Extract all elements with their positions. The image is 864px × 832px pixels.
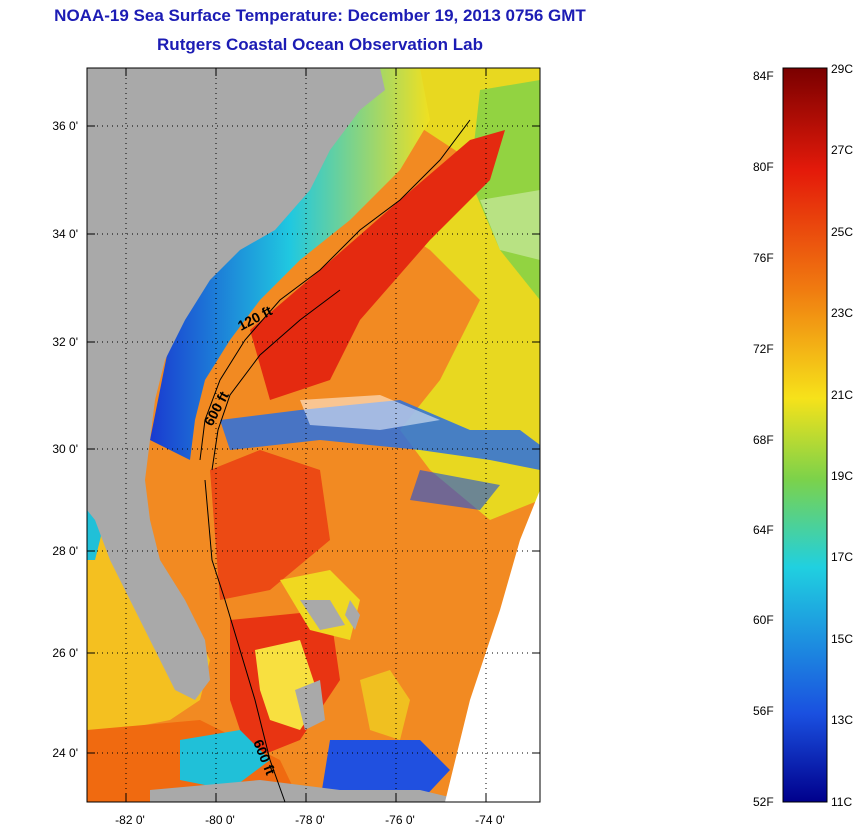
colorbar-c-label: 23C (831, 306, 854, 320)
colorbar-f-label: 76F (753, 251, 774, 265)
lat-label: 30 0' (52, 442, 78, 456)
lat-label: 26 0' (52, 646, 78, 660)
lat-label: 28 0' (52, 544, 78, 558)
colorbar-f-label: 56F (753, 704, 774, 718)
colorbar-c-label: 27C (831, 143, 854, 157)
colorbar-c-label: 17C (831, 550, 854, 564)
lat-label: 24 0' (52, 746, 78, 760)
lon-label: -74 0' (475, 813, 505, 827)
map-subtitle: Rutgers Coastal Ocean Observation Lab (157, 35, 483, 54)
colorbar-f-label: 80F (753, 160, 774, 174)
colorbar-c-label: 29C (831, 62, 854, 76)
sst-image (87, 68, 540, 802)
colorbar-f-label: 52F (753, 795, 774, 809)
colorbar (782, 67, 828, 803)
colorbar-c-label: 15C (831, 632, 854, 646)
colorbar-f-label: 72F (753, 342, 774, 356)
lat-label: 32 0' (52, 335, 78, 349)
colorbar-c-label: 21C (831, 388, 854, 402)
lon-label: -76 0' (385, 813, 415, 827)
lat-label: 34 0' (52, 227, 78, 241)
colorbar-f-label: 64F (753, 523, 774, 537)
colorbar-c-label: 19C (831, 469, 854, 483)
lon-label: -80 0' (205, 813, 235, 827)
map-title: NOAA-19 Sea Surface Temperature: Decembe… (54, 6, 586, 25)
colorbar-c-label: 13C (831, 713, 854, 727)
colorbar-c-label: 11C (831, 795, 853, 809)
map-frame (86, 67, 541, 803)
lon-label: -82 0' (115, 813, 145, 827)
lat-label: 36 0' (52, 119, 78, 133)
lon-label: -78 0' (295, 813, 325, 827)
colorbar-f-label: 68F (753, 433, 774, 447)
colorbar-c-label: 25C (831, 225, 854, 239)
map-ticks (87, 68, 540, 802)
colorbar-f-label: 60F (753, 613, 774, 627)
colorbar-f-label: 84F (753, 69, 774, 83)
